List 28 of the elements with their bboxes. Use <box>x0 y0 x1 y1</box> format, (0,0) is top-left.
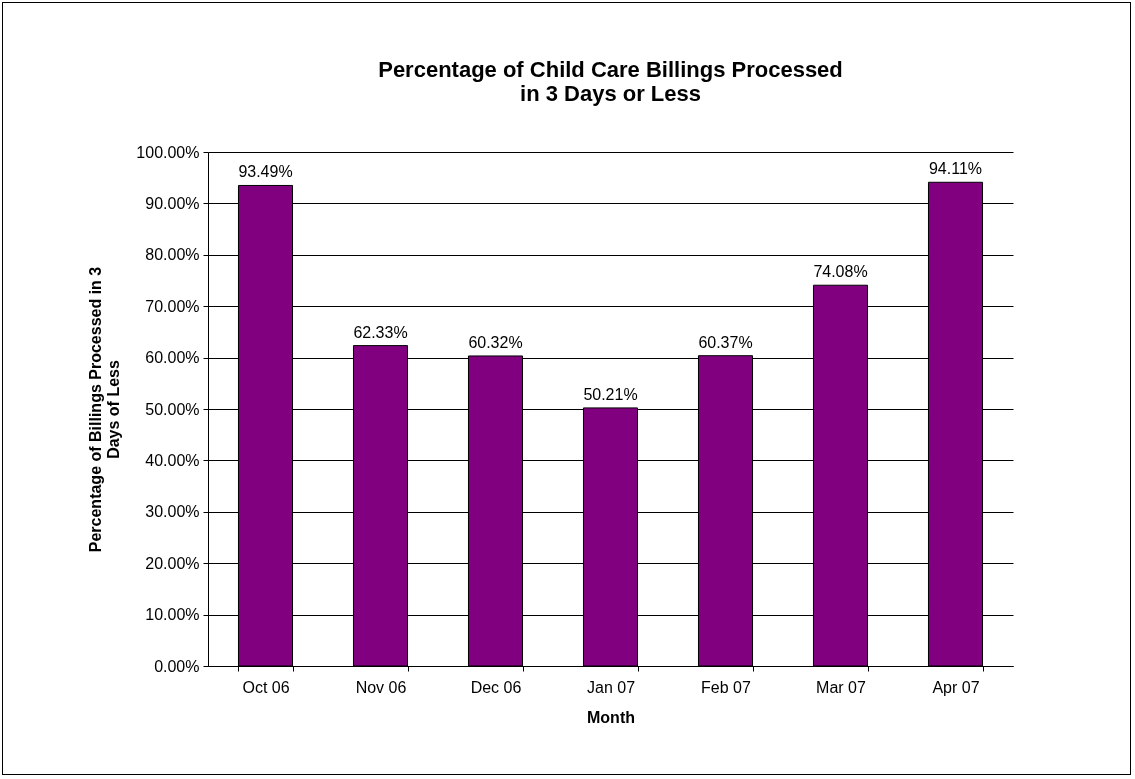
y-tick-label: 10.00% <box>145 606 200 624</box>
data-label: 60.32% <box>468 333 523 351</box>
data-label: 60.37% <box>698 333 753 351</box>
data-label: 74.08% <box>813 263 868 281</box>
x-tick-label: Mar 07 <box>816 678 866 696</box>
x-tick-label: Jan 07 <box>586 678 636 696</box>
y-tick-label: 60.00% <box>145 349 200 367</box>
y-tick-label: 100.00% <box>136 143 200 161</box>
data-label: 94.11% <box>928 160 983 178</box>
x-tick-label: Dec 06 <box>470 678 522 696</box>
y-tick-label: 40.00% <box>145 451 200 469</box>
x-axis-title: Month <box>587 708 635 726</box>
y-tick-label: 20.00% <box>145 554 200 572</box>
y-tick-label: 50.00% <box>145 400 200 418</box>
chart-title: Percentage of Child Care Billings Processed in 3 Days or Less <box>378 57 843 106</box>
y-tick-label: 70.00% <box>145 297 200 315</box>
y-tick-label: 90.00% <box>145 194 200 212</box>
y-axis-title: Percentage of Billings Processed in 3 Days of Less <box>87 266 123 553</box>
x-tick-label: Nov 06 <box>355 678 407 696</box>
data-label: 93.49% <box>238 163 293 181</box>
y-tick-label: 80.00% <box>145 246 200 264</box>
x-tick-label: Oct 06 <box>242 678 290 696</box>
data-label: 50.21% <box>583 385 638 403</box>
y-tick-label: 30.00% <box>145 503 200 521</box>
x-tick-label: Feb 07 <box>701 678 752 696</box>
y-tick-label: 0.00% <box>154 657 200 675</box>
data-label: 62.33% <box>353 323 408 341</box>
x-tick-label: Apr 07 <box>932 678 980 696</box>
